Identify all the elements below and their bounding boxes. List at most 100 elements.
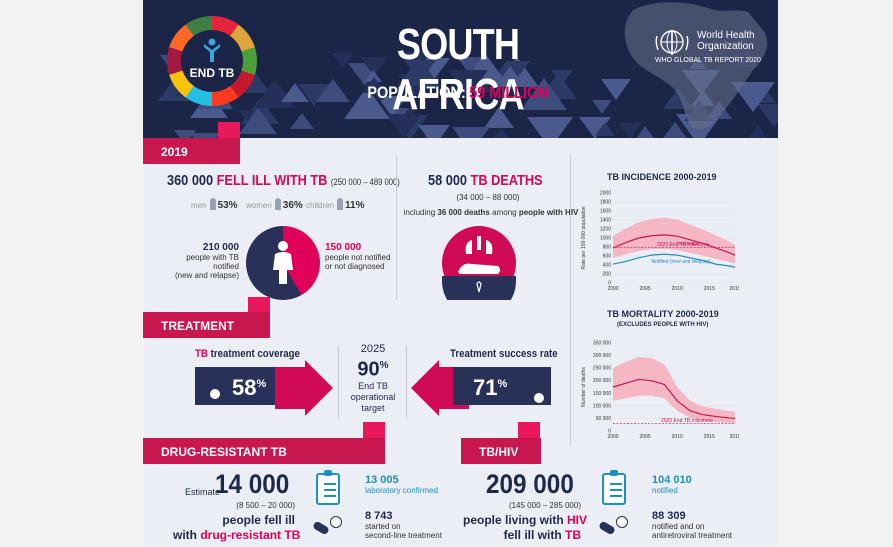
- pattern-triangle: [452, 127, 490, 138]
- not-notified-line1: people not notified: [325, 253, 391, 262]
- women-label: women: [246, 201, 272, 210]
- x-tick-label: 2010: [672, 434, 683, 440]
- country-title: SOUTH AFRICA: [392, 20, 524, 119]
- y-tick-label: 200: [603, 272, 612, 278]
- divider: [570, 155, 571, 445]
- y-tick-label: 800: [603, 245, 612, 251]
- x-tick-label: 2019: [729, 434, 739, 440]
- x-tick-label: 2005: [640, 286, 651, 292]
- tbhiv-art-line2: antiretroviral treatment: [652, 531, 733, 540]
- clipboard-icon: [316, 470, 340, 505]
- man-icon: [209, 198, 216, 210]
- success-percent-sign: %: [497, 378, 508, 390]
- person-icon: [204, 38, 220, 62]
- deaths-label: TB DEATHS: [470, 172, 543, 189]
- tbhiv-art: 88 309 notified and on antiretroviral tr…: [652, 510, 732, 540]
- deaths-heading: 58 000 TB DEATHS: [428, 172, 543, 189]
- target-line1: End TB: [358, 380, 388, 391]
- y-tick-label: 150 000: [593, 391, 611, 397]
- incidence-label: FELL ILL WITH TB: [216, 172, 328, 189]
- lying-person-icon: [458, 263, 500, 274]
- drtb-started-line2: second-line treatment: [365, 531, 442, 540]
- series-line: [612, 253, 736, 268]
- tbhiv-notified: 104 010 notified: [652, 474, 692, 495]
- divider: [396, 155, 397, 300]
- y-tick-label: 2000: [600, 191, 611, 197]
- coverage-heading: TB treatment coverage: [195, 348, 300, 360]
- deaths-hiv-prefix: including: [403, 208, 436, 217]
- children-value: 11%: [345, 200, 365, 211]
- y-tick-label: 0: [608, 429, 611, 435]
- drtb-estimate-label: Estimate: [185, 487, 221, 497]
- pattern-triangle: [290, 113, 314, 129]
- pattern-triangle: [362, 77, 386, 93]
- men-label: men: [191, 201, 207, 210]
- target-line2: operational: [350, 391, 396, 402]
- drtb-started-value: 8 743: [365, 510, 393, 522]
- pattern-triangle: [484, 107, 514, 128]
- y-tick-label: 1800: [600, 200, 611, 206]
- x-tick-label: 2015: [704, 434, 715, 440]
- uncertainty-band: [613, 356, 735, 424]
- y-tick-label: 600: [603, 254, 612, 260]
- tablet-icon: [330, 516, 342, 528]
- pattern-triangle: [595, 122, 615, 136]
- pill-icon: [312, 520, 330, 536]
- endtb-text: END TB: [189, 66, 235, 80]
- who-name: World Health Organization: [697, 30, 778, 52]
- tablet-icon: [533, 392, 545, 404]
- pattern-triangle: [418, 125, 450, 138]
- series-line: [612, 234, 736, 256]
- tbhiv-range: (145 000 – 285 000): [508, 501, 581, 510]
- success-heading: Treatment success rate: [450, 348, 558, 360]
- tbhiv-line1-prefix: people living with: [463, 513, 564, 527]
- men-value: 53%: [217, 200, 238, 211]
- population: POPULATION: 59 MILLION: [339, 83, 577, 103]
- incidence-heading: 360 000 FELL ILL WITH TB (250 000 – 489 …: [167, 172, 400, 189]
- tablet-icon: [209, 388, 221, 400]
- pattern-triangle: [418, 131, 438, 138]
- tbhiv-line1: people living with HIV: [463, 513, 587, 527]
- who-report-label: WHO GLOBAL TB REPORT 2020: [655, 57, 761, 64]
- uncertainty-band: [613, 217, 735, 264]
- x-tick-label: 2010: [672, 286, 683, 292]
- children-share: children 11%: [306, 198, 364, 211]
- tbhiv-art-value: 88 309: [652, 510, 686, 522]
- coverage-box: [195, 367, 275, 405]
- deaths-number: 58 000: [428, 172, 468, 189]
- pattern-triangle: [754, 88, 776, 103]
- y-axis-label: Rate per 100 000 population: [581, 206, 587, 269]
- y-tick-label: 1600: [600, 209, 611, 215]
- pattern-triangle: [743, 125, 773, 138]
- who-name-line2: Organization: [697, 41, 754, 52]
- who-emblem-icon: [655, 30, 689, 55]
- x-tick-label: 2019: [729, 286, 739, 292]
- tbhiv-line2-prefix: fell ill with: [503, 528, 562, 542]
- right-arrow-icon: [275, 360, 333, 416]
- tbhiv-line2-highlight: TB: [565, 528, 581, 542]
- pattern-triangle: [316, 79, 350, 102]
- target-line3: target: [361, 402, 385, 413]
- not-notified-block: 150 000 people not notified or not diagn…: [325, 242, 405, 271]
- y-tick-label: 0: [608, 281, 611, 287]
- deaths-hiv: including 36 000 deaths among people wit…: [401, 208, 581, 217]
- pill-icon: [598, 520, 616, 536]
- endtb-logo: END TB: [167, 16, 257, 106]
- incidence-range: (250 000 – 489 000): [330, 177, 400, 187]
- pattern-triangle: [521, 78, 567, 110]
- target-value: 90: [357, 358, 380, 381]
- y-tick-label: 1400: [600, 218, 611, 224]
- drtb-started: 8 743 started on second-line treatment: [365, 510, 442, 540]
- ribbon-icon: [476, 281, 482, 293]
- tbhiv-number: 209 000: [486, 469, 574, 499]
- series-line: [612, 378, 736, 420]
- lungs-icon: [465, 240, 493, 254]
- success-value: 71%: [473, 375, 507, 401]
- women-value: 36%: [282, 200, 303, 211]
- target-block: 2025 90% End TB operational target: [343, 343, 403, 414]
- target-percent-sign: %: [379, 360, 389, 371]
- y-tick-label: 50 000: [596, 416, 612, 422]
- pattern-triangle: [281, 83, 309, 102]
- success-value-number: 71: [473, 375, 498, 400]
- pattern-triangle: [527, 117, 573, 138]
